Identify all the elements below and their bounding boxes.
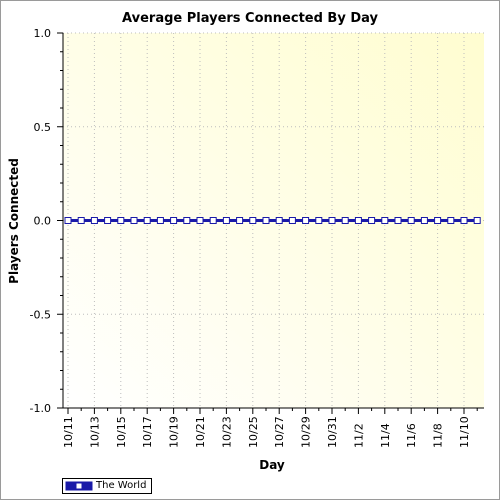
data-point xyxy=(275,217,283,224)
data-point xyxy=(262,217,270,224)
data-point xyxy=(117,217,125,224)
data-point xyxy=(209,217,217,224)
x-tick-label: 10/21 xyxy=(194,416,207,448)
legend-label: The World xyxy=(96,480,147,491)
data-point xyxy=(288,217,296,224)
x-tick-label: 10/13 xyxy=(88,416,101,448)
legend: The World xyxy=(62,478,152,494)
data-point xyxy=(315,217,323,224)
data-point xyxy=(434,217,442,224)
x-tick-label: 10/11 xyxy=(62,416,75,448)
data-point xyxy=(302,217,310,224)
y-axis-label: Players Connected xyxy=(7,158,21,284)
axes xyxy=(57,32,484,414)
data-point xyxy=(394,217,402,224)
data-point xyxy=(104,217,112,224)
data-point xyxy=(156,217,164,224)
data-point xyxy=(328,217,336,224)
grid-lines xyxy=(63,32,484,409)
y-tick-label: -0.5 xyxy=(30,308,51,321)
data-point xyxy=(341,217,349,224)
x-tick-label: 11/10 xyxy=(458,416,471,448)
data-point xyxy=(236,217,244,224)
data-point xyxy=(130,217,138,224)
data-point xyxy=(381,217,389,224)
x-tick-label: 10/23 xyxy=(220,416,233,448)
x-tick-label: 10/25 xyxy=(247,416,260,448)
data-point xyxy=(354,217,362,224)
data-point xyxy=(77,217,85,224)
data-point xyxy=(143,217,151,224)
x-tick-label: 11/4 xyxy=(379,423,392,448)
data-point xyxy=(460,217,468,224)
legend-swatch xyxy=(65,481,93,491)
x-tick-label: 10/29 xyxy=(300,416,313,448)
data-point xyxy=(473,217,481,224)
tick-labels: 1.0 0.5 0.0 -0.5 -1.0 10/11 10/13 10/15 10/17 10/… xyxy=(30,27,471,448)
data-point xyxy=(183,217,191,224)
data-point xyxy=(90,217,98,224)
y-tick-label: 0.0 xyxy=(34,215,52,228)
data-point xyxy=(222,217,230,224)
data-point xyxy=(170,217,178,224)
x-axis-label: Day xyxy=(259,458,285,472)
data-point xyxy=(64,217,72,224)
x-tick-label: 11/6 xyxy=(405,423,418,448)
data-point xyxy=(196,217,204,224)
data-point xyxy=(420,217,428,224)
x-tick-label: 11/2 xyxy=(352,423,365,448)
x-tick-label: 10/19 xyxy=(168,416,181,448)
y-tick-label: -1.0 xyxy=(30,402,51,415)
x-tick-label: 10/27 xyxy=(273,416,286,448)
data-point xyxy=(407,217,415,224)
series-layer xyxy=(64,217,481,224)
x-tick-label: 11/8 xyxy=(432,423,445,448)
data-point xyxy=(447,217,455,224)
data-point xyxy=(368,217,376,224)
x-tick-label: 10/15 xyxy=(115,416,128,448)
data-point xyxy=(249,217,257,224)
x-tick-label: 10/17 xyxy=(141,416,154,448)
y-tick-label: 0.5 xyxy=(34,121,52,134)
x-tick-label: 10/31 xyxy=(326,416,339,448)
y-tick-label: 1.0 xyxy=(34,27,52,40)
chart-title: Average Players Connected By Day xyxy=(122,11,378,26)
